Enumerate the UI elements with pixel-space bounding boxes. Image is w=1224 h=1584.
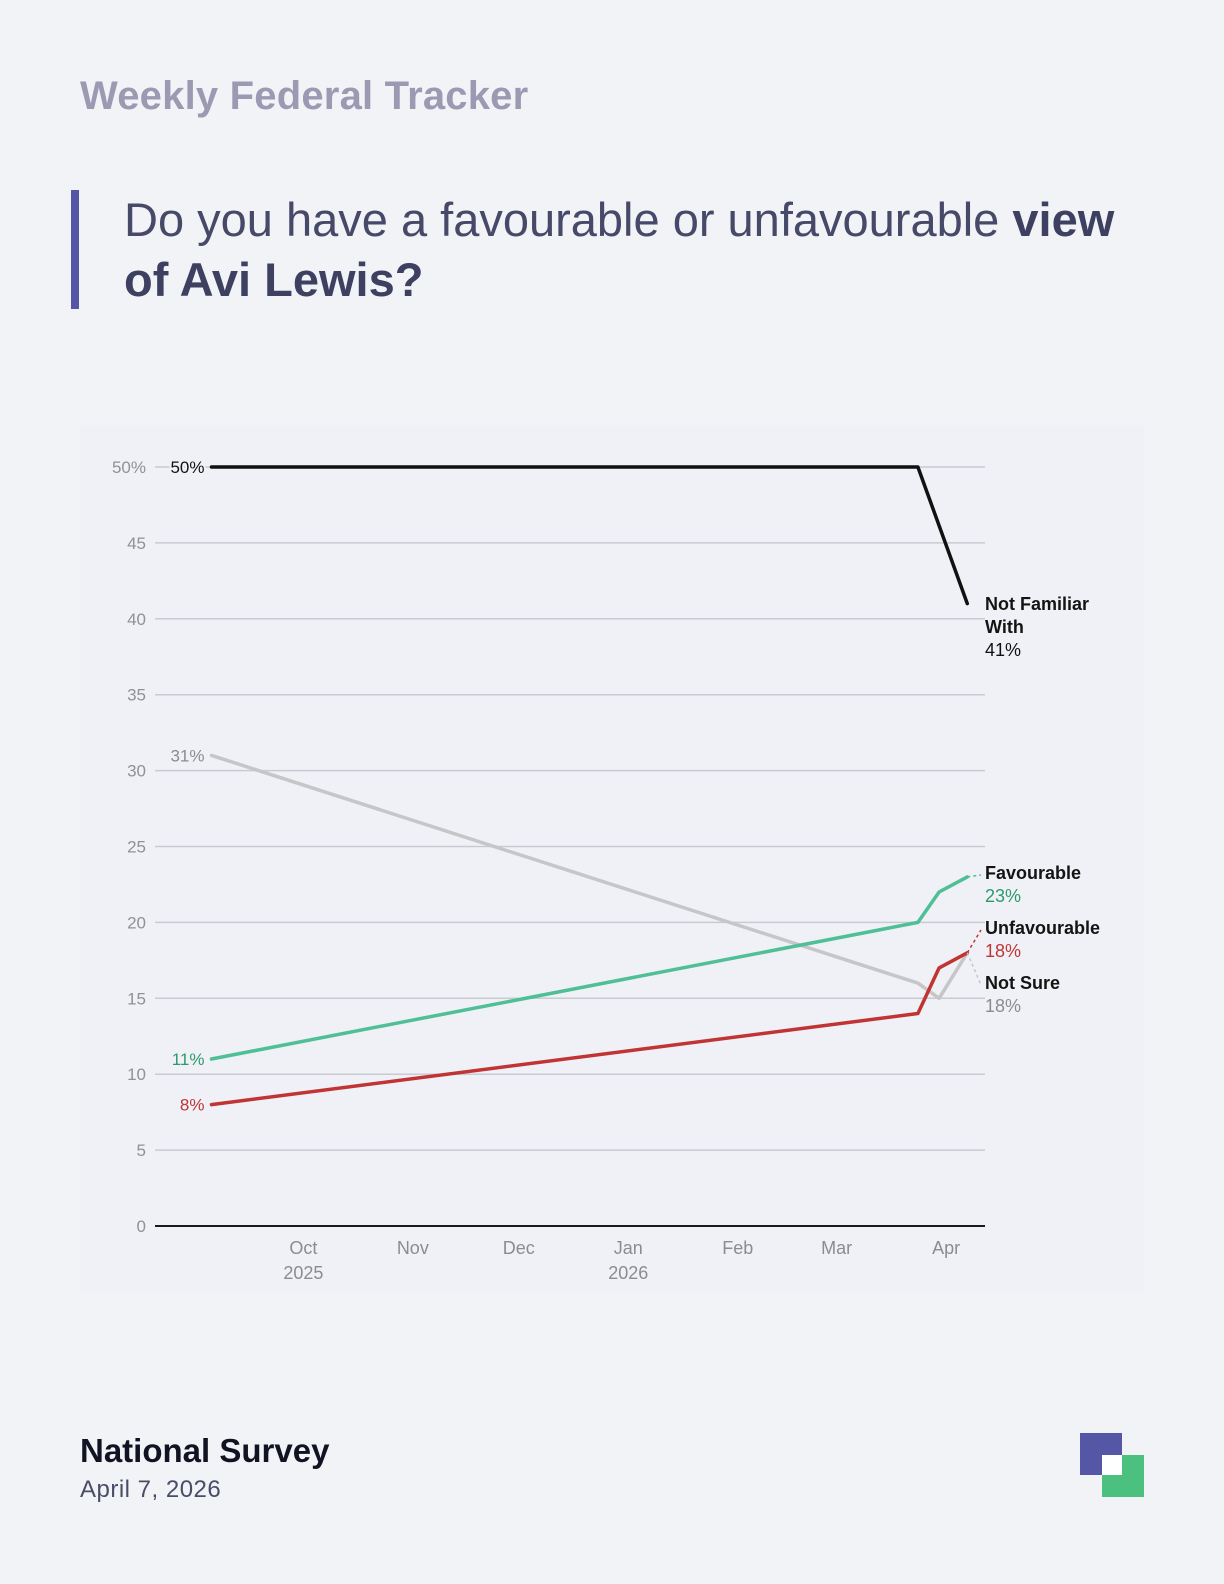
- x-tick-sublabel-2026: 2026: [608, 1263, 648, 1283]
- series-line-not-familiar-with: [209, 465, 970, 606]
- end-name-not-familiar-with-1: With: [985, 617, 1024, 637]
- start-label-favourable: 11%: [172, 1050, 205, 1069]
- y-tick-label-25: 25: [127, 838, 146, 857]
- leader-line-unfavourable: [966, 929, 982, 954]
- x-tick-label-jan: Jan: [614, 1238, 643, 1258]
- x-tick-label-mar: Mar: [821, 1238, 852, 1258]
- x-tick-label-apr: Apr: [932, 1238, 960, 1258]
- y-tick-label-20: 20: [127, 913, 146, 932]
- leader-line-favourable: [967, 874, 982, 878]
- end-value-unfavourable: 18%: [985, 941, 1021, 961]
- tracker-title: Weekly Federal Tracker: [80, 74, 529, 118]
- page-title: Do you have a favourable or unfavourable…: [124, 190, 1124, 310]
- end-name-not-sure: Not Sure: [985, 973, 1060, 993]
- y-tick-label-45: 45: [127, 534, 146, 553]
- question-bold-text: view of Avi Lewis?: [124, 193, 1115, 306]
- x-tick-label-feb: Feb: [722, 1238, 753, 1258]
- logo-overlap-notch: [1102, 1455, 1122, 1475]
- survey-date: April 7, 2026: [80, 1476, 222, 1503]
- start-label-not-familiar-with: 50%: [170, 458, 204, 477]
- y-tick-label-50: 50%: [112, 458, 146, 477]
- brand-logo-icon: [1080, 1433, 1144, 1497]
- leader-line-not-sure: [966, 952, 982, 986]
- end-name-unfavourable: Unfavourable: [985, 918, 1100, 938]
- x-tick-sublabel-2025: 2025: [283, 1263, 323, 1283]
- y-tick-label-0: 0: [137, 1217, 146, 1236]
- survey-name: National Survey: [80, 1432, 330, 1469]
- x-tick-label-oct: Oct: [289, 1238, 317, 1258]
- y-tick-label-15: 15: [127, 989, 146, 1008]
- end-value-not-familiar-with: 41%: [985, 640, 1021, 660]
- end-value-not-sure: 18%: [985, 996, 1021, 1016]
- y-tick-label-30: 30: [127, 762, 146, 781]
- y-tick-label-5: 5: [137, 1141, 146, 1160]
- series-line-not-sure: [209, 753, 970, 1001]
- y-tick-label-10: 10: [127, 1065, 146, 1084]
- question-regular-text: Do you have a favourable or unfavourable: [124, 193, 1013, 246]
- question-accent-bar: [71, 190, 79, 309]
- end-name-not-familiar-with: Not Familiar: [985, 594, 1089, 614]
- x-tick-label-dec: Dec: [503, 1238, 535, 1258]
- y-tick-label-40: 40: [127, 610, 146, 629]
- series-line-unfavourable: [209, 951, 970, 1107]
- start-label-not-sure: 31%: [170, 746, 204, 765]
- y-tick-label-35: 35: [127, 686, 146, 705]
- end-value-favourable: 23%: [985, 886, 1021, 906]
- series-line-favourable: [209, 875, 970, 1061]
- end-name-favourable: Favourable: [985, 863, 1081, 883]
- start-label-unfavourable: 8%: [180, 1096, 205, 1115]
- chart-panel: 0 5 10 15 20 25 30 35 40 45 50% Oct 2025 Nov Dec Jan 202…: [80, 425, 1144, 1293]
- x-tick-label-nov: Nov: [397, 1238, 429, 1258]
